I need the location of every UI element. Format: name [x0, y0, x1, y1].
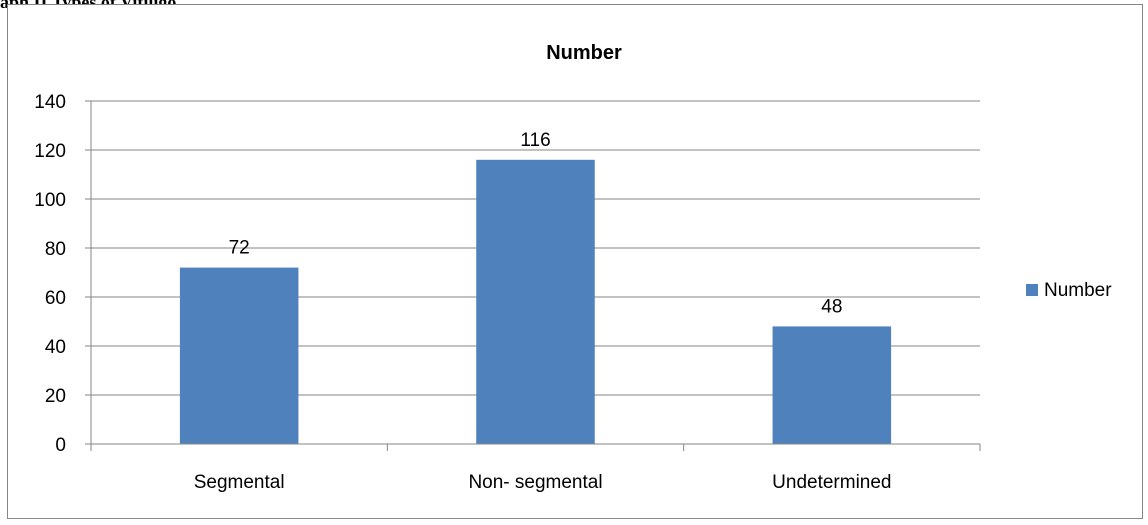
y-tick-label: 20	[45, 386, 66, 407]
x-tick-label: Segmental	[194, 472, 285, 493]
legend-swatch	[1026, 284, 1038, 296]
bars	[179, 159, 892, 445]
bar	[476, 159, 595, 445]
x-tick-label: Non- segmental	[468, 472, 602, 493]
y-tick-label: 140	[34, 92, 66, 113]
legend-label: Number	[1044, 280, 1112, 301]
x-tick-label: Undetermined	[772, 472, 891, 493]
chart-frame: Number 0 20 40 60 80 100 120 140 72 Segmental 116 N…	[7, 4, 1143, 519]
legend: Number	[1026, 280, 1112, 301]
y-tick-label: 120	[34, 141, 66, 162]
data-labels: 0 20 40 60 80 100 120 140 72 Segmental 116 Non- seg…	[34, 92, 891, 493]
y-tick-label: 80	[45, 239, 66, 260]
axes	[85, 100, 981, 451]
chart-title: Number	[546, 42, 622, 64]
bar	[772, 326, 892, 444]
y-tick-label: 60	[45, 288, 66, 309]
data-label: 116	[520, 130, 550, 151]
y-tick-label: 40	[45, 337, 66, 358]
data-label: 72	[229, 238, 250, 259]
data-label: 48	[821, 296, 842, 317]
bar	[179, 267, 299, 444]
y-tick-label: 0	[55, 435, 66, 456]
bar-chart: Number 0 20 40 60 80 100 120 140 72 Segmental 116 N…	[34, 42, 1112, 493]
y-tick-label: 100	[34, 190, 66, 211]
